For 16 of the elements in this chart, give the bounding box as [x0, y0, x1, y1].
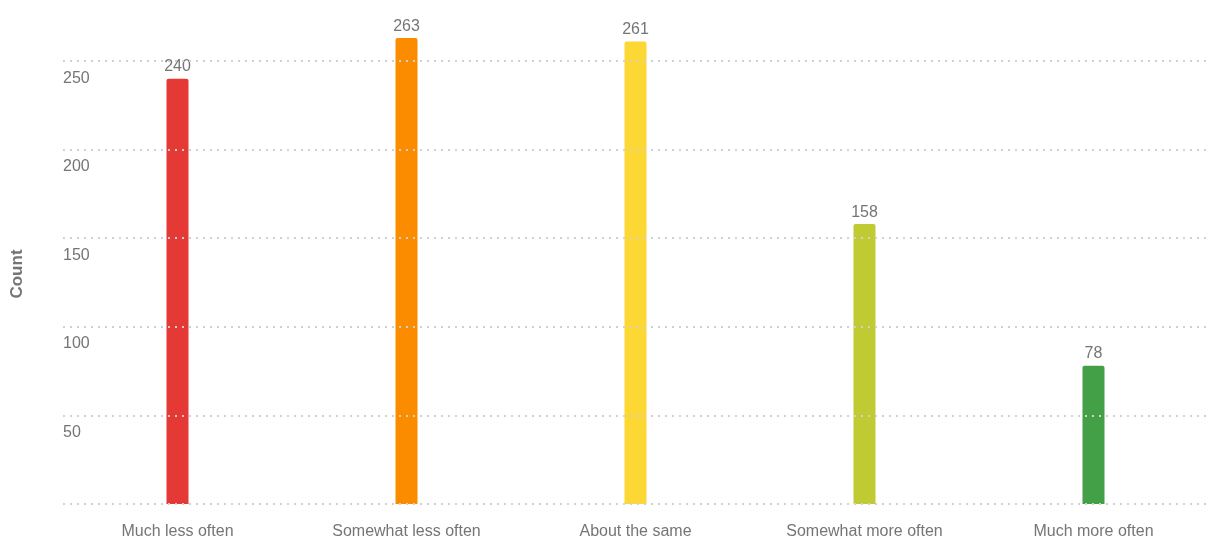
- x-tick-label: Much more often: [1033, 521, 1154, 539]
- data-label: 263: [393, 16, 420, 34]
- x-tick-label: Much less often: [121, 521, 234, 539]
- x-tick-label: About the same: [579, 521, 692, 539]
- y-tick-label: 50: [63, 422, 81, 440]
- y-tick-label: 150: [63, 245, 90, 263]
- y-tick-label: 100: [63, 334, 90, 352]
- y-axis-title: Count: [7, 249, 26, 299]
- data-label: 240: [164, 57, 191, 75]
- y-tick-label: 200: [63, 157, 90, 175]
- y-tick-label: 250: [63, 68, 90, 86]
- x-tick-label: Somewhat less often: [332, 521, 481, 539]
- x-tick-label: Somewhat more often: [786, 521, 943, 539]
- data-label: 78: [1084, 344, 1103, 362]
- data-label: 261: [622, 20, 649, 38]
- data-label: 158: [851, 202, 878, 220]
